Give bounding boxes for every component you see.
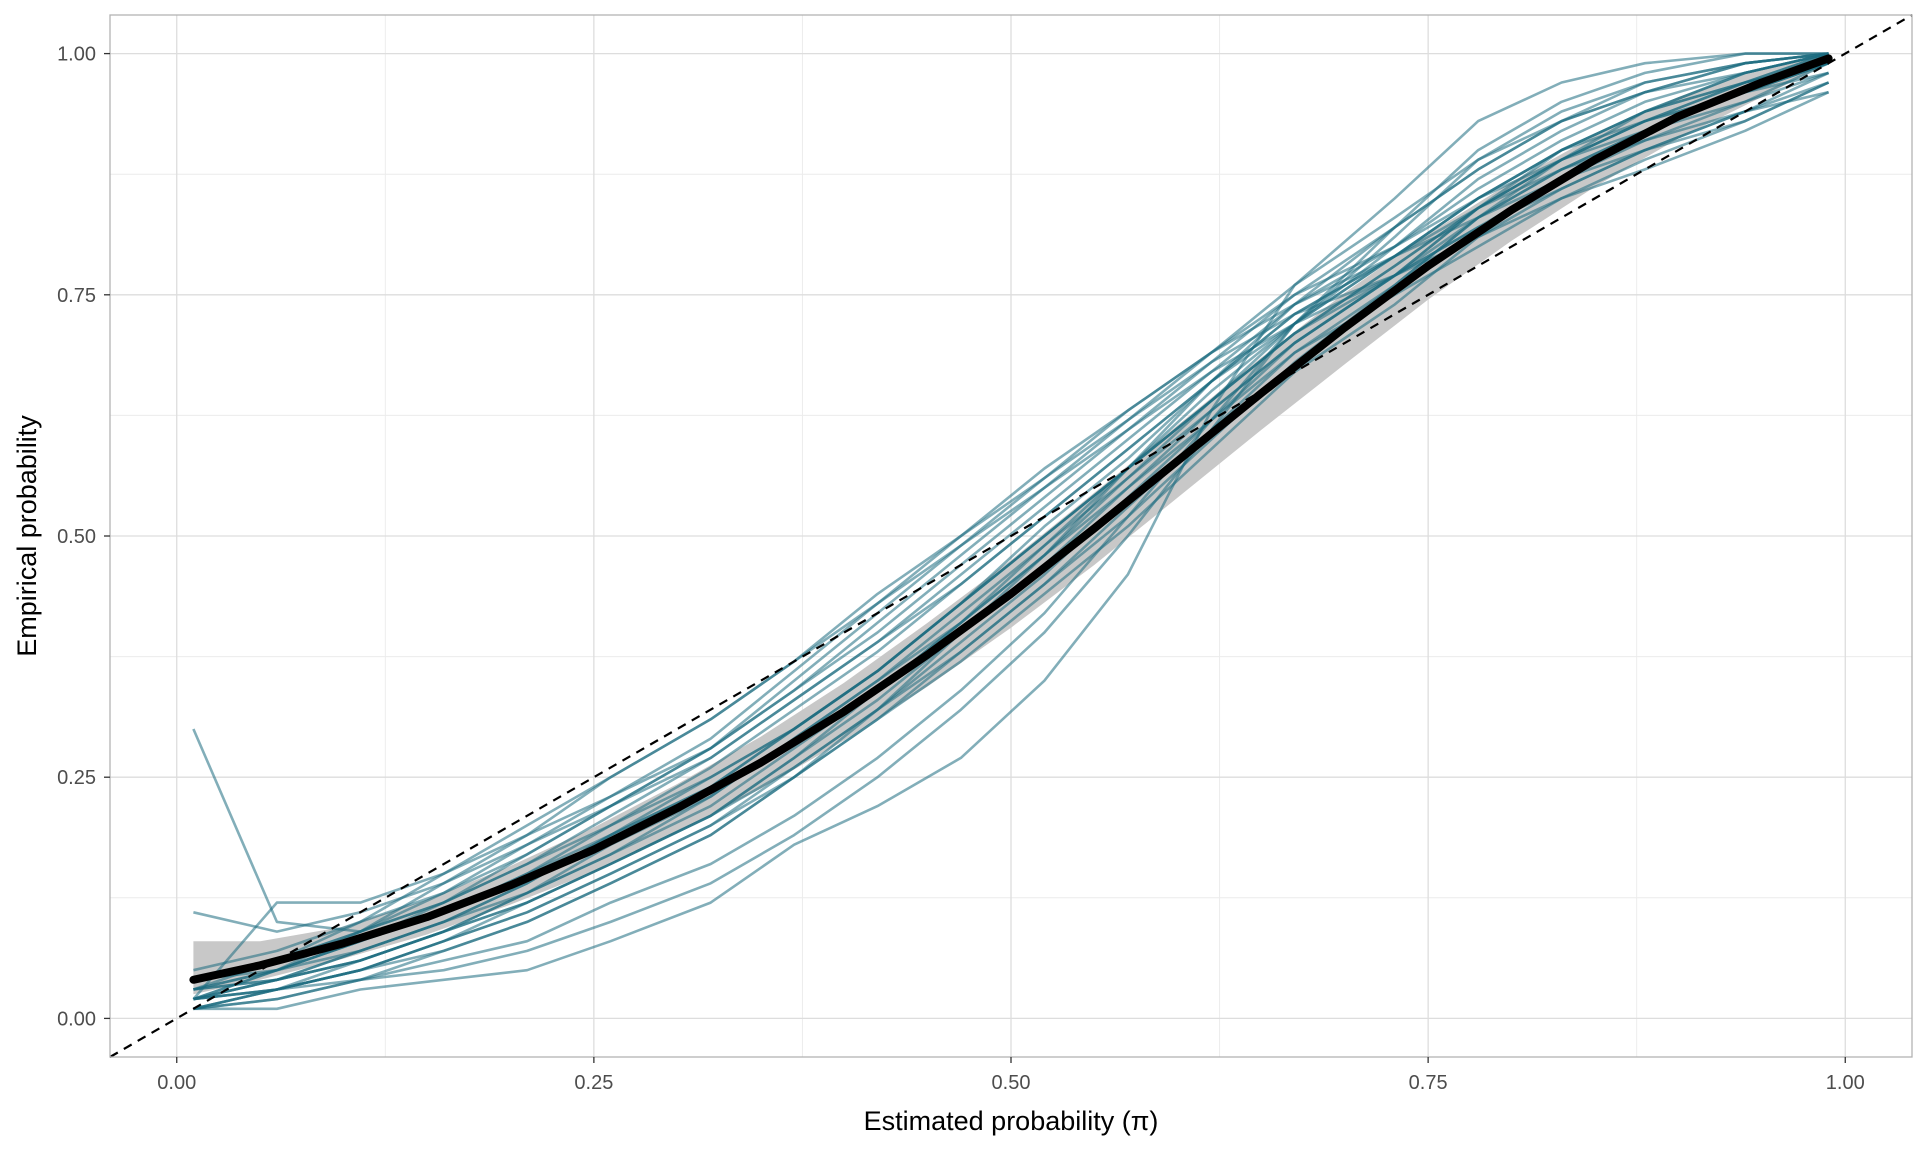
confidence-band [193, 53, 1829, 995]
mean-calibration-curve [189, 54, 1833, 984]
x-tick-label: 1.00 [1826, 1072, 1865, 1094]
replicate-line-6 [193, 52, 1829, 1011]
replicate-line-15 [193, 52, 1829, 972]
x-tick-label: 0.75 [1409, 1072, 1448, 1094]
replicate-line-5 [193, 52, 1829, 1001]
y-axis-ticks: 0.00 0.25 0.50 0.75 1.00 [57, 44, 110, 1030]
x-tick-label: 0.00 [157, 1072, 196, 1094]
x-axis-ticks: 0.00 0.25 0.50 0.75 1.00 [157, 1057, 1865, 1094]
identity-reference-line [109, 14, 1913, 1058]
y-tick-label: 0.75 [57, 285, 96, 307]
y-axis-title: Empirical probability [12, 415, 42, 657]
replicate-line-10 [192, 71, 1830, 991]
replicate-line-17 [193, 71, 1830, 991]
replicate-line-4 [193, 52, 1829, 1011]
x-axis-title: Estimated probability (π) [864, 1106, 1159, 1136]
x-tick-label: 0.50 [992, 1072, 1031, 1094]
y-tick-label: 1.00 [57, 44, 96, 66]
y-tick-label: 0.00 [57, 1008, 96, 1030]
x-tick-label: 0.25 [574, 1072, 613, 1094]
replicate-line-11 [192, 91, 1830, 1001]
replicate-lines [192, 52, 1830, 1011]
replicate-line-26 [193, 90, 1829, 982]
replicate-line-21 [193, 52, 1829, 991]
replicate-line-25 [193, 81, 1830, 1001]
y-tick-label: 0.50 [57, 526, 96, 548]
y-tick-label: 0.25 [57, 767, 96, 789]
replicate-line-24 [193, 52, 1829, 991]
